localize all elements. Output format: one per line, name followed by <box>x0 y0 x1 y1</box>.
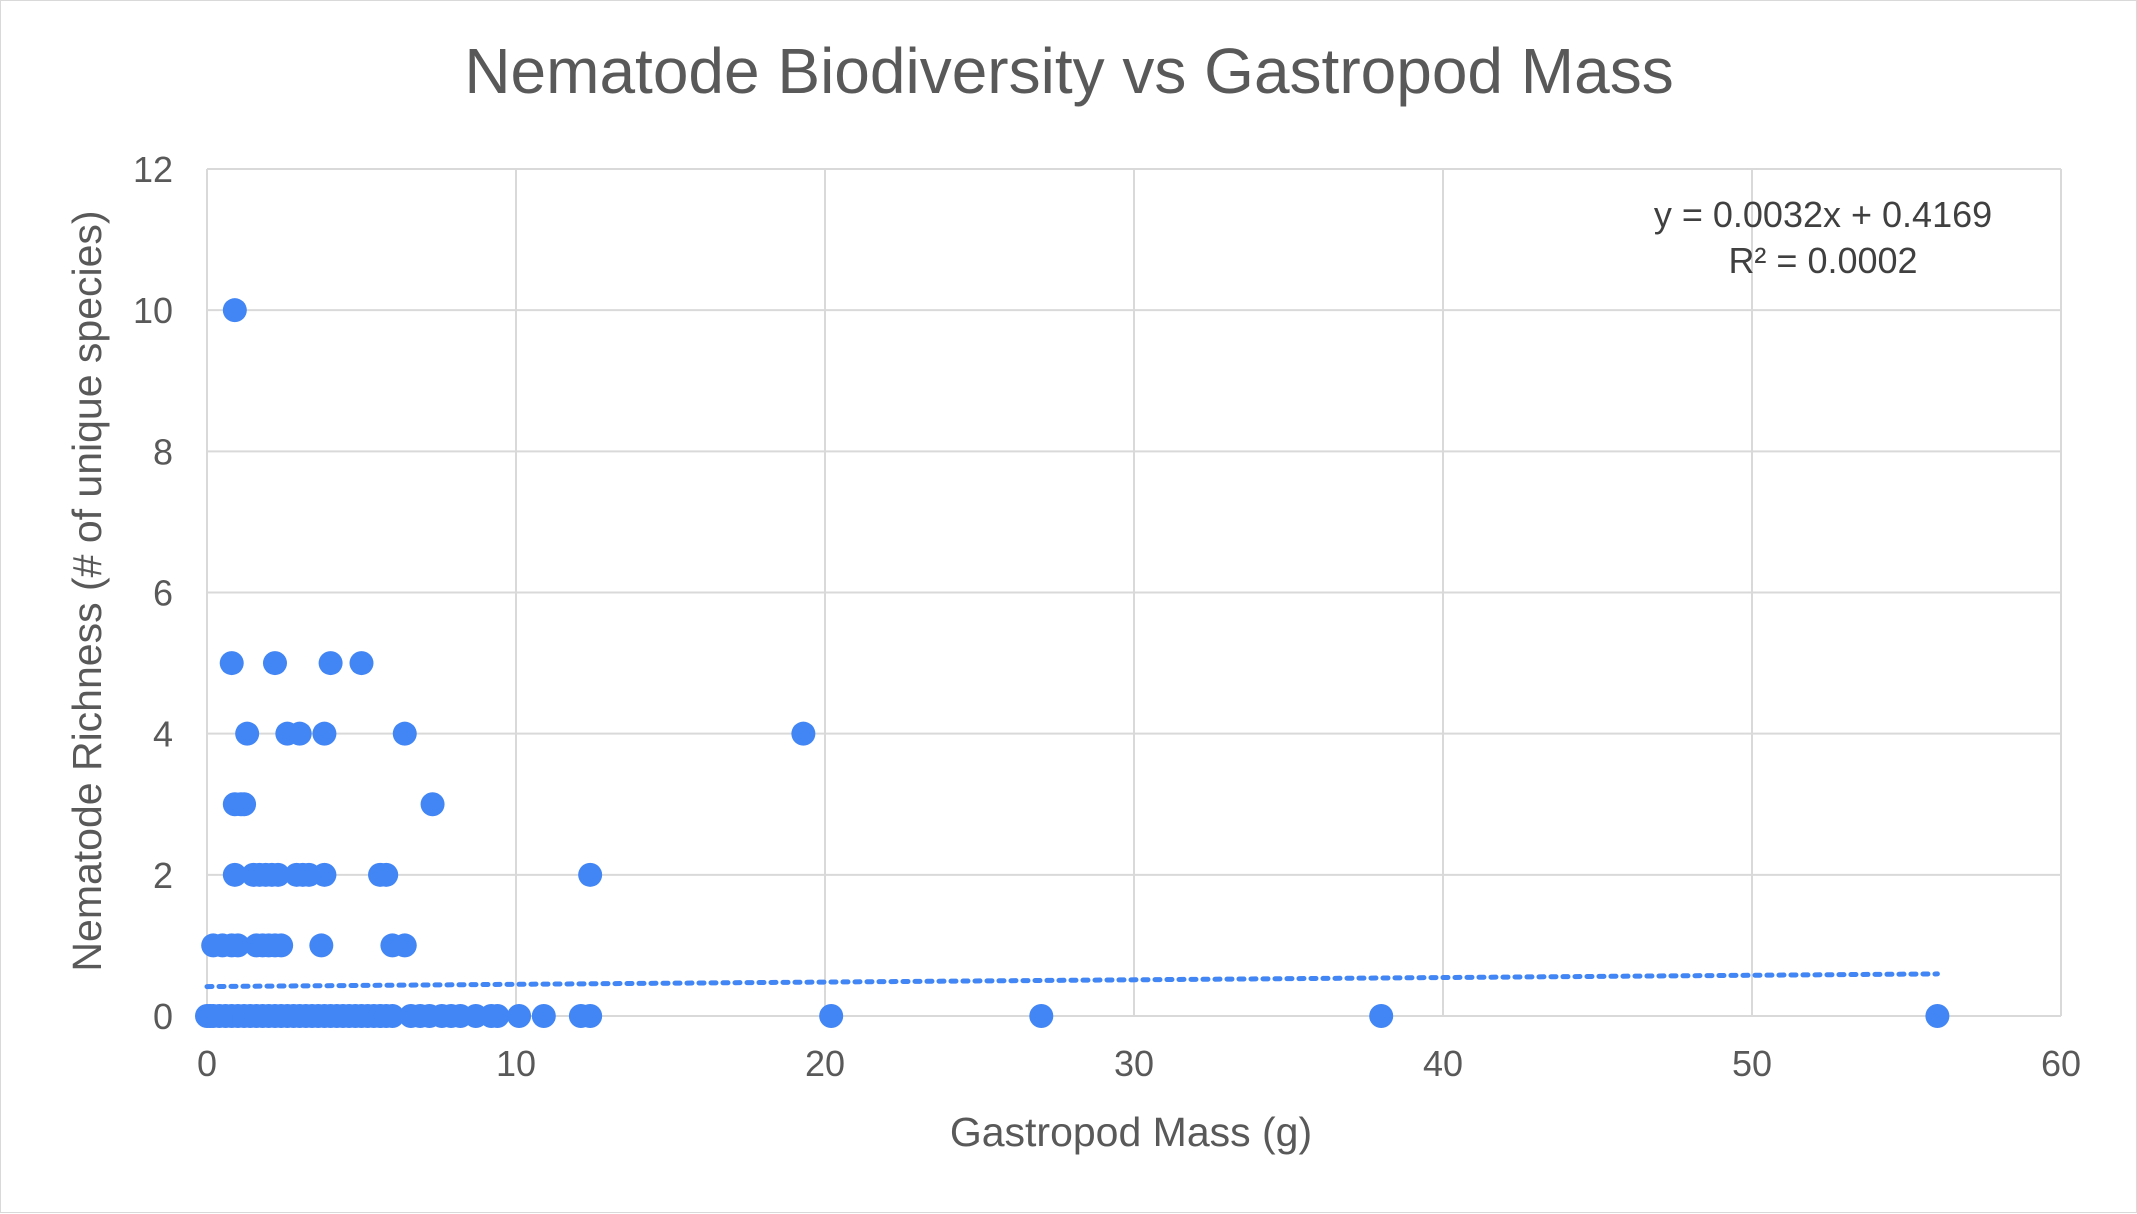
data-point <box>374 862 399 887</box>
y-tick-label-6: 6 <box>153 573 173 614</box>
data-point <box>1369 1004 1394 1028</box>
data-point <box>318 651 343 676</box>
data-point <box>392 721 417 746</box>
data-point <box>791 721 816 746</box>
x-tick-label-20: 20 <box>805 1043 845 1084</box>
trendline-layer <box>204 971 1940 990</box>
data-point <box>232 792 257 817</box>
data-point <box>262 651 287 676</box>
data-point <box>578 862 603 887</box>
trendline-equation: y = 0.0032x + 0.4169 <box>1654 194 1992 235</box>
data-point <box>392 933 417 958</box>
data-point <box>819 1004 844 1028</box>
data-point <box>507 1004 532 1028</box>
data-point <box>222 298 247 323</box>
y-axis-label: Nematode Richness (# of unique species) <box>64 210 110 971</box>
data-point <box>312 862 337 887</box>
trendline <box>204 971 1940 990</box>
data-point <box>222 862 247 887</box>
chart-title: Nematode Biodiversity vs Gastropod Mass <box>464 35 1673 107</box>
gridlines <box>207 168 2062 1016</box>
data-point <box>380 1004 405 1028</box>
data-point <box>269 933 294 958</box>
y-tick-label-4: 4 <box>153 714 173 755</box>
x-tick-label-40: 40 <box>1423 1043 1463 1084</box>
y-tick-label-10: 10 <box>133 290 173 331</box>
data-point <box>485 1004 510 1028</box>
x-tick-label-0: 0 <box>197 1043 217 1084</box>
data-point <box>235 721 260 746</box>
data-point <box>420 792 445 817</box>
data-point <box>312 721 337 746</box>
data-point <box>349 651 374 676</box>
data-points <box>195 298 1950 1028</box>
y-tick-label-0: 0 <box>153 996 173 1037</box>
data-point <box>287 721 312 746</box>
y-tick-label-2: 2 <box>153 855 173 896</box>
data-point <box>219 651 244 676</box>
y-tick-label-12: 12 <box>133 149 173 190</box>
trendline-r-squared: R² = 0.0002 <box>1728 240 1917 281</box>
data-point <box>225 933 250 958</box>
tick-labels: 0 2 4 6 8 10 12 0 10 20 30 40 50 60 <box>133 149 2081 1084</box>
x-tick-label-10: 10 <box>496 1043 536 1084</box>
x-tick-label-30: 30 <box>1114 1043 1154 1084</box>
x-tick-label-60: 60 <box>2041 1043 2081 1084</box>
data-point <box>1029 1004 1054 1028</box>
x-axis-label: Gastropod Mass (g) <box>950 1109 1312 1155</box>
data-point <box>309 933 334 958</box>
data-point <box>1925 1004 1950 1028</box>
y-tick-label-8: 8 <box>153 431 173 472</box>
data-point <box>531 1004 556 1028</box>
x-tick-label-50: 50 <box>1732 1043 1772 1084</box>
data-point <box>266 862 291 887</box>
data-point <box>578 1004 603 1028</box>
